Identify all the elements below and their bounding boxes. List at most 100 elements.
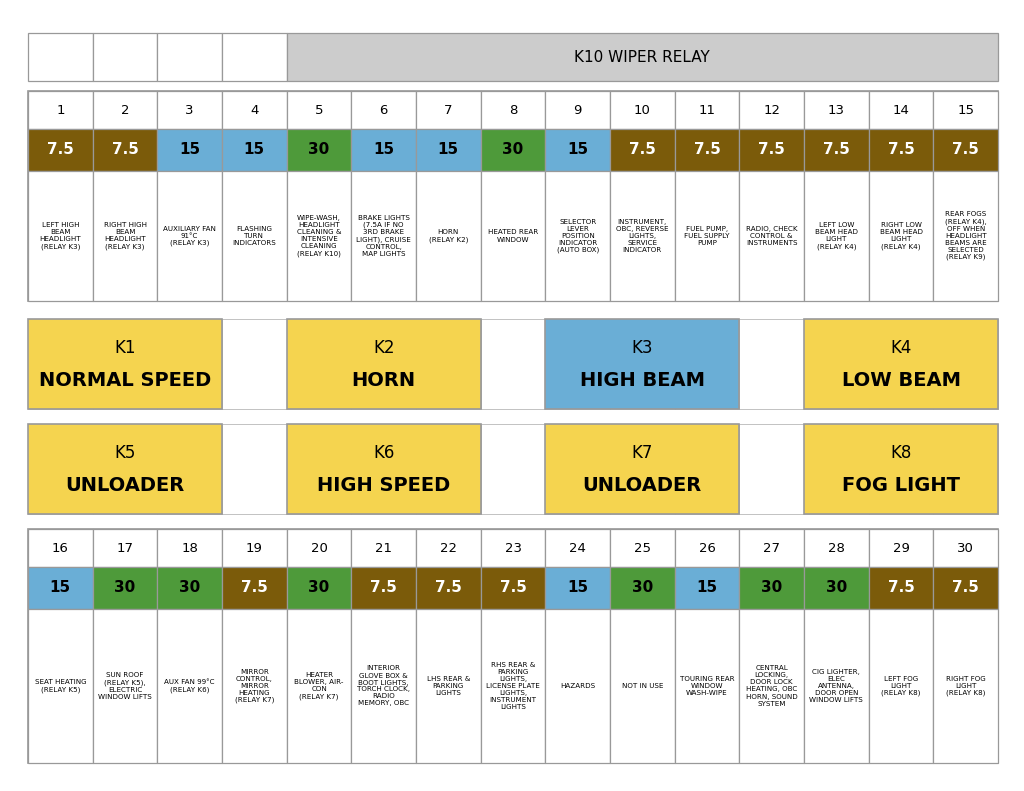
Text: 7.5: 7.5: [952, 142, 979, 157]
Text: CENTRAL
LOCKING,
DOOR LOCK
HEATING, OBC
HORN, SOUND
SYSTEM: CENTRAL LOCKING, DOOR LOCK HEATING, OBC …: [745, 665, 798, 706]
Text: RIGHT LOW
BEAM HEAD
LIGHT
(RELAY K4): RIGHT LOW BEAM HEAD LIGHT (RELAY K4): [880, 222, 923, 250]
Text: K2: K2: [373, 339, 394, 357]
Bar: [222, 529, 287, 567]
Bar: [739, 424, 804, 514]
Text: 15: 15: [567, 581, 588, 596]
Bar: [351, 424, 416, 514]
Bar: [804, 424, 998, 514]
Text: HORN: HORN: [351, 371, 416, 390]
Bar: [480, 529, 546, 567]
Bar: [933, 319, 998, 409]
Text: 22: 22: [440, 542, 457, 554]
Text: 30: 30: [503, 142, 523, 157]
Bar: [92, 91, 158, 129]
Bar: [28, 91, 92, 129]
Text: 7.5: 7.5: [629, 142, 655, 157]
Bar: [158, 129, 222, 171]
Text: 7.5: 7.5: [823, 142, 850, 157]
Text: LEFT FOG
LIGHT
(RELAY K8): LEFT FOG LIGHT (RELAY K8): [882, 676, 921, 696]
Text: K10 WIPER RELAY: K10 WIPER RELAY: [574, 50, 711, 65]
Bar: [92, 171, 158, 301]
Text: 24: 24: [569, 542, 586, 554]
Text: 30: 30: [632, 581, 653, 596]
Bar: [222, 129, 287, 171]
Bar: [804, 129, 868, 171]
Bar: [92, 609, 158, 763]
Bar: [804, 319, 868, 409]
Text: HEATED REAR
WINDOW: HEATED REAR WINDOW: [487, 229, 539, 243]
Bar: [351, 529, 416, 567]
Bar: [28, 129, 92, 171]
Bar: [546, 129, 610, 171]
Bar: [546, 567, 610, 609]
Text: 25: 25: [634, 542, 651, 554]
Bar: [480, 609, 546, 763]
Text: FOG LIGHT: FOG LIGHT: [842, 475, 961, 494]
Text: BRAKE LIGHTS
(7.5A IF NO
3RD BRAKE
LIGHT), CRUISE
CONTROL,
MAP LIGHTS: BRAKE LIGHTS (7.5A IF NO 3RD BRAKE LIGHT…: [356, 215, 411, 257]
Bar: [28, 529, 998, 763]
Bar: [868, 567, 933, 609]
Text: UNLOADER: UNLOADER: [66, 475, 184, 494]
Bar: [287, 529, 351, 567]
Text: 15: 15: [957, 104, 974, 116]
Text: LHS REAR &
PARKING
LIGHTS: LHS REAR & PARKING LIGHTS: [427, 676, 470, 696]
Bar: [480, 567, 546, 609]
Bar: [804, 529, 868, 567]
Text: 15: 15: [244, 142, 265, 157]
Bar: [92, 567, 158, 609]
Text: 7.5: 7.5: [888, 142, 914, 157]
Text: 7.5: 7.5: [952, 581, 979, 596]
Bar: [158, 33, 222, 81]
Bar: [804, 609, 868, 763]
Bar: [804, 171, 868, 301]
Bar: [28, 33, 92, 81]
Text: K5: K5: [115, 444, 136, 462]
Text: 7.5: 7.5: [888, 581, 914, 596]
Text: 16: 16: [52, 542, 69, 554]
Bar: [675, 424, 739, 514]
Text: HAZARDS: HAZARDS: [560, 683, 595, 689]
Bar: [610, 424, 675, 514]
Bar: [287, 129, 351, 171]
Text: 5: 5: [314, 104, 324, 116]
Text: 7.5: 7.5: [435, 581, 462, 596]
Bar: [675, 567, 739, 609]
Bar: [28, 567, 92, 609]
Bar: [804, 91, 868, 129]
Text: 30: 30: [308, 142, 330, 157]
Bar: [92, 319, 158, 409]
Bar: [28, 171, 92, 301]
Bar: [933, 529, 998, 567]
Bar: [222, 91, 287, 129]
Bar: [416, 129, 480, 171]
Text: 15: 15: [567, 142, 588, 157]
Text: 7.5: 7.5: [241, 581, 267, 596]
Bar: [158, 529, 222, 567]
Bar: [933, 171, 998, 301]
Bar: [287, 33, 998, 81]
Text: HEATER
BLOWER, AIR-
CON
(RELAY K7): HEATER BLOWER, AIR- CON (RELAY K7): [294, 672, 344, 700]
Bar: [28, 91, 998, 301]
Text: 15: 15: [696, 581, 718, 596]
Text: K4: K4: [890, 339, 911, 357]
Bar: [287, 319, 351, 409]
Bar: [416, 529, 480, 567]
Bar: [610, 171, 675, 301]
Text: RHS REAR &
PARKING
LIGHTS,
LICENSE PLATE
LIGHTS,
INSTRUMENT
LIGHTS: RHS REAR & PARKING LIGHTS, LICENSE PLATE…: [486, 662, 540, 710]
Bar: [868, 129, 933, 171]
Bar: [610, 319, 675, 409]
Text: 21: 21: [375, 542, 392, 554]
Bar: [416, 171, 480, 301]
Text: 14: 14: [893, 104, 909, 116]
Bar: [287, 567, 351, 609]
Text: AUX FAN 99°C
(RELAY K6): AUX FAN 99°C (RELAY K6): [165, 679, 215, 693]
Text: FLASHING
TURN
INDICATORS: FLASHING TURN INDICATORS: [232, 226, 276, 246]
Bar: [675, 319, 739, 409]
Bar: [610, 91, 675, 129]
Text: FUEL PUMP,
FUEL SUPPLY
PUMP: FUEL PUMP, FUEL SUPPLY PUMP: [684, 226, 730, 246]
Bar: [610, 609, 675, 763]
Bar: [351, 319, 416, 409]
Text: K8: K8: [890, 444, 911, 462]
Text: HORN
(RELAY K2): HORN (RELAY K2): [429, 229, 468, 243]
Bar: [287, 319, 480, 409]
